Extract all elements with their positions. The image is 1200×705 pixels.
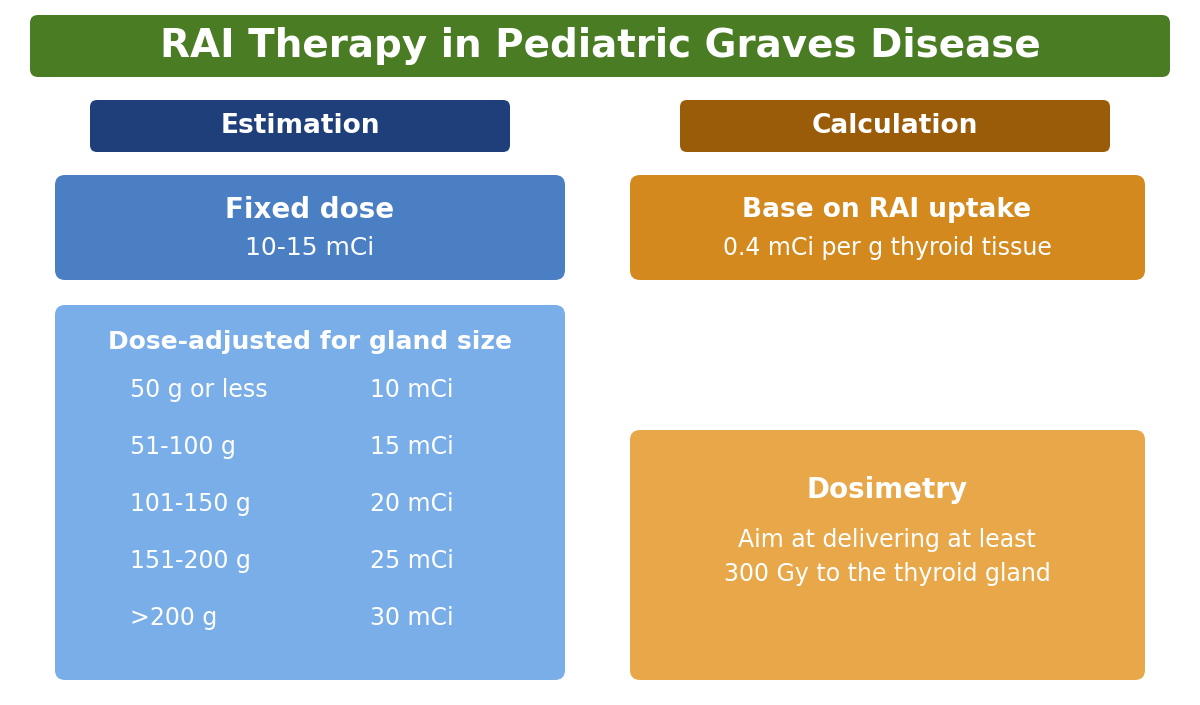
Text: 151-200 g: 151-200 g [130,549,251,573]
FancyBboxPatch shape [630,175,1145,280]
Text: 10 mCi: 10 mCi [370,378,454,402]
Text: Aim at delivering at least: Aim at delivering at least [738,528,1036,552]
FancyBboxPatch shape [90,100,510,152]
Text: Estimation: Estimation [221,113,379,139]
FancyBboxPatch shape [55,305,565,680]
Text: Base on RAI uptake: Base on RAI uptake [743,197,1032,223]
Text: 25 mCi: 25 mCi [370,549,454,573]
FancyBboxPatch shape [55,175,565,280]
Text: Dosimetry: Dosimetry [806,476,967,504]
Text: >200 g: >200 g [130,606,217,630]
Text: RAI Therapy in Pediatric Graves Disease: RAI Therapy in Pediatric Graves Disease [160,27,1040,65]
FancyBboxPatch shape [30,15,1170,77]
Text: 20 mCi: 20 mCi [370,492,454,516]
Text: Calculation: Calculation [812,113,978,139]
Text: 10-15 mCi: 10-15 mCi [245,236,374,260]
Text: Dose-adjusted for gland size: Dose-adjusted for gland size [108,330,512,354]
Text: 0.4 mCi per g thyroid tissue: 0.4 mCi per g thyroid tissue [722,236,1051,260]
Text: 30 mCi: 30 mCi [370,606,454,630]
Text: 300 Gy to the thyroid gland: 300 Gy to the thyroid gland [724,562,1050,586]
Text: 50 g or less: 50 g or less [130,378,268,402]
Text: 15 mCi: 15 mCi [370,435,454,459]
FancyBboxPatch shape [630,430,1145,680]
Text: Fixed dose: Fixed dose [226,196,395,224]
FancyBboxPatch shape [680,100,1110,152]
Text: 51-100 g: 51-100 g [130,435,236,459]
Text: 101-150 g: 101-150 g [130,492,251,516]
